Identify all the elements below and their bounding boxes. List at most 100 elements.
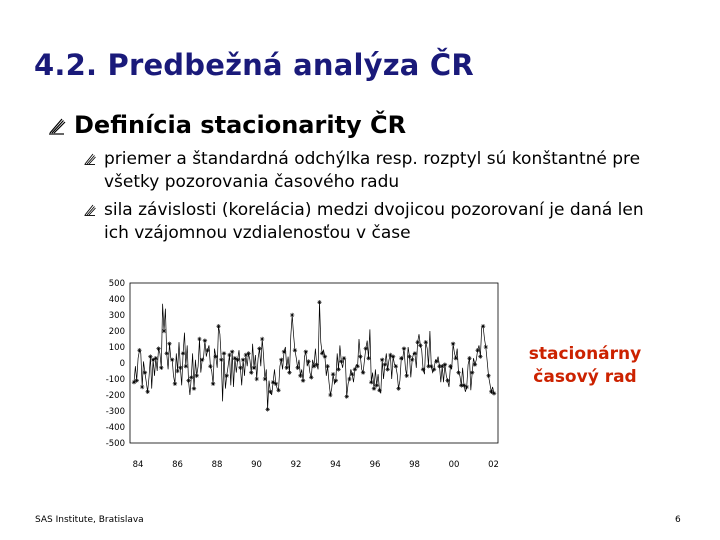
data-point-marker bbox=[431, 367, 437, 372]
data-point-marker bbox=[221, 351, 227, 356]
data-point-marker bbox=[382, 362, 388, 367]
data-point-marker bbox=[145, 389, 150, 394]
data-point-marker bbox=[180, 351, 186, 356]
data-point-marker bbox=[148, 354, 153, 359]
data-point-marker bbox=[360, 370, 366, 375]
data-point-marker bbox=[167, 341, 172, 346]
slide-title: 4.2. Predbežná analýza ČR bbox=[34, 48, 474, 82]
data-point-marker bbox=[246, 351, 251, 356]
data-point-marker bbox=[164, 351, 169, 356]
data-point-marker bbox=[393, 364, 399, 369]
y-tick-label: -500 bbox=[106, 439, 125, 449]
data-point-marker bbox=[388, 352, 393, 358]
data-point-marker bbox=[287, 370, 292, 375]
time-series-chart: 500 400 300 200 100 0 -100 -200 -300 -400 -500 84 8… bbox=[106, 279, 499, 470]
data-point-marker bbox=[142, 370, 148, 375]
data-point-marker bbox=[336, 367, 341, 372]
data-point-marker bbox=[262, 376, 268, 382]
data-point-marker bbox=[306, 359, 311, 364]
data-point-marker bbox=[486, 373, 491, 378]
x-tick-label: 02 bbox=[488, 460, 499, 470]
data-point-marker bbox=[369, 380, 374, 385]
data-point-marker bbox=[445, 378, 450, 383]
y-tick-label: -300 bbox=[106, 407, 125, 417]
y-tick-label: 500 bbox=[109, 279, 125, 289]
y-tick-label: 0 bbox=[120, 359, 125, 369]
data-point-marker bbox=[194, 373, 199, 378]
data-point-marker bbox=[238, 365, 243, 370]
data-point-marker bbox=[172, 381, 178, 386]
data-point-marker bbox=[232, 356, 238, 361]
data-point-marker bbox=[461, 383, 467, 388]
x-tick-label: 86 bbox=[172, 460, 183, 470]
data-point-marker bbox=[442, 362, 448, 367]
bullet-item-2: sila závislosti (korelácia) medzi dvojic… bbox=[84, 199, 664, 245]
footer-organization: SAS Institute, Bratislava bbox=[35, 515, 144, 525]
data-point-marker bbox=[399, 356, 404, 361]
data-point-marker bbox=[358, 354, 363, 359]
data-point-marker bbox=[429, 364, 434, 369]
data-point-marker bbox=[295, 365, 300, 370]
data-point-marker bbox=[191, 386, 197, 391]
data-point-marker bbox=[347, 376, 352, 382]
data-point-marker bbox=[309, 375, 314, 380]
data-point-marker bbox=[298, 373, 303, 378]
data-point-marker bbox=[216, 324, 221, 329]
data-point-marker bbox=[303, 349, 309, 354]
data-point-marker bbox=[265, 407, 270, 412]
data-point-marker bbox=[344, 394, 349, 399]
data-point-marker bbox=[199, 357, 205, 362]
x-tick-label: 90 bbox=[251, 460, 262, 470]
annotation-line-1: stacionárny bbox=[528, 344, 642, 364]
data-point-marker bbox=[396, 386, 401, 391]
data-point-marker bbox=[273, 381, 279, 386]
data-point-marker bbox=[153, 356, 159, 361]
y-tick-label: -200 bbox=[106, 391, 125, 401]
data-point-marker bbox=[137, 348, 142, 353]
data-point-marker bbox=[175, 368, 180, 374]
data-point-marker bbox=[439, 364, 445, 369]
data-point-marker bbox=[409, 357, 415, 362]
y-tick-label: 200 bbox=[109, 327, 125, 337]
data-point-marker bbox=[227, 352, 232, 358]
data-point-marker bbox=[249, 370, 254, 375]
x-tick-label: 88 bbox=[212, 460, 223, 470]
plot-frame bbox=[129, 282, 499, 444]
data-point-marker bbox=[292, 348, 298, 353]
bullet-text-2: sila závislosti (korelácia) medzi dvojic… bbox=[104, 200, 644, 243]
data-point-marker bbox=[139, 384, 145, 390]
data-point-marker bbox=[169, 357, 175, 362]
data-point-marker bbox=[377, 388, 382, 393]
data-point-marker bbox=[379, 357, 385, 362]
data-point-marker bbox=[189, 375, 194, 380]
data-point-marker bbox=[371, 386, 377, 391]
x-tick-label: 94 bbox=[330, 460, 341, 470]
data-point-marker bbox=[279, 357, 284, 362]
data-point-marker bbox=[322, 354, 328, 359]
data-point-marker bbox=[453, 356, 459, 361]
data-point-marker bbox=[412, 351, 418, 356]
data-point-marker bbox=[330, 372, 336, 377]
data-point-marker bbox=[161, 328, 167, 334]
x-tick-label: 96 bbox=[370, 460, 381, 470]
data-point-marker bbox=[229, 349, 235, 354]
data-point-marker bbox=[464, 384, 469, 390]
data-point-marker bbox=[467, 356, 472, 361]
data-point-marker bbox=[183, 364, 189, 369]
data-point-marker bbox=[341, 356, 347, 361]
series-line bbox=[133, 302, 495, 410]
heading-item: Definícia stacionarity ČR bbox=[48, 111, 406, 139]
annotation-line-2: časový rad bbox=[533, 367, 637, 387]
data-point-marker bbox=[268, 389, 273, 394]
data-point-marker bbox=[178, 365, 183, 370]
data-point-marker bbox=[159, 365, 164, 370]
data-point-marker bbox=[219, 357, 224, 362]
data-point-marker bbox=[450, 341, 456, 346]
data-point-marker bbox=[311, 364, 317, 369]
y-tick-label: 100 bbox=[109, 343, 125, 353]
data-point-marker bbox=[289, 312, 295, 318]
data-point-marker bbox=[401, 346, 407, 351]
data-point-marker bbox=[426, 364, 431, 369]
x-tick-label: 92 bbox=[291, 460, 302, 470]
annotation-stationary: stacionárny časový rad bbox=[510, 343, 660, 389]
